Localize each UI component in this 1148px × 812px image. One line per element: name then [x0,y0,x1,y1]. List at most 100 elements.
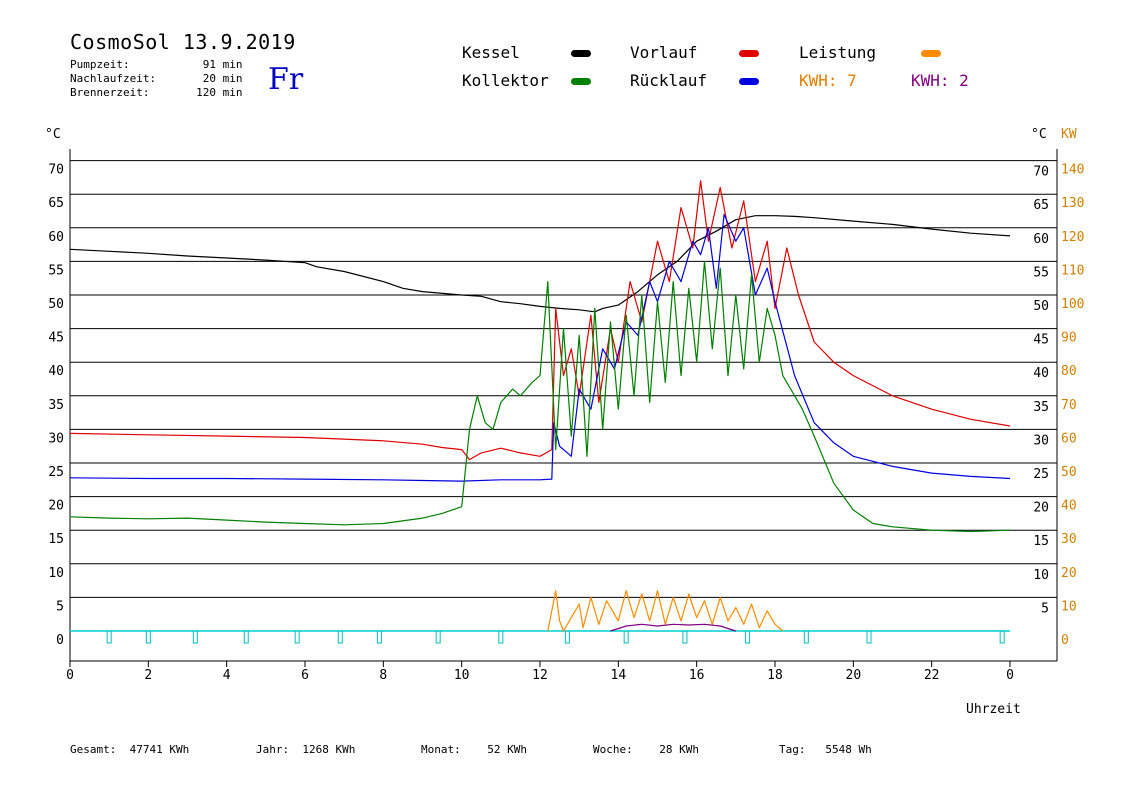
kw-tick-label: 120 [1061,230,1084,245]
kw-tick-label: 20 [1061,566,1077,581]
kw-tick-label: 60 [1061,431,1077,446]
total-woche: Woche: 28 KWh [593,743,699,756]
pump-marker [623,630,629,644]
y-right-tick-label: 50 [1033,299,1049,314]
y-right-tick-label: 40 [1033,366,1049,381]
pump-marker [564,630,570,644]
pump-marker [337,630,343,644]
right-axis-unit-c: °C [1031,127,1047,142]
legend-vorlauf-swatch [739,50,759,57]
legend-kollektor-swatch [571,78,591,85]
info-brennerzeit: Brennerzeit: 120 min [70,86,243,99]
total-tag: Tag: 5548 Wh [779,743,872,756]
x-tick-label: 0 [1006,668,1014,683]
y-right-tick-label: 5 [1041,601,1049,616]
y-right-tick-label: 20 [1033,501,1049,516]
pump-marker [803,630,809,644]
x-tick-label: 4 [223,668,231,683]
y-tick-label: 25 [48,465,64,480]
x-tick-label: 2 [144,668,152,683]
x-tick-label: 6 [301,668,309,683]
kw-tick-label: 10 [1061,599,1077,614]
pump-marker [498,630,504,644]
x-tick-label: 12 [532,668,548,683]
y-right-tick-label: 55 [1033,265,1049,280]
y-tick-label: 65 [48,196,64,211]
pump-marker [106,630,112,644]
pump-marker [192,630,198,644]
legend-ruecklauf-label: Rücklauf [630,71,708,90]
y-tick-label: 70 [48,163,64,178]
legend-kwh-other: KWH: 2 [911,71,969,90]
series-line-kessel [69,215,1011,313]
legend-ruecklauf-swatch [739,78,759,85]
y-tick-label: 55 [48,263,64,278]
kw-tick-label: 110 [1061,263,1084,278]
pump-marker [294,630,300,644]
info-pumpzeit: Pumpzeit: 91 min [70,58,243,71]
x-axis-label: Uhrzeit [966,702,1021,717]
kw-tick-label: 100 [1061,297,1084,312]
legend-leistung-swatch [921,50,941,57]
info-nachlaufzeit: Nachlaufzeit: 20 min [70,72,243,85]
pump-marker [999,630,1005,644]
x-tick-label: 8 [379,668,387,683]
total-gesamt: Gesamt: 47741 KWh [70,743,190,756]
series-line-kollektor [69,260,1011,533]
y-tick-label: 45 [48,331,64,346]
kw-tick-label: 30 [1061,532,1077,547]
y-tick-label: 30 [48,431,64,446]
kw-tick-label: 90 [1061,331,1077,346]
total-monat: Monat: 52 KWh [421,743,527,756]
x-tick-label: 16 [689,668,705,683]
legend-leistung-label: Leistung [799,43,877,62]
legend-kessel-swatch [571,50,591,57]
y-right-tick-label: 35 [1033,400,1049,415]
y-right-tick-label: 15 [1033,534,1049,549]
kw-tick-label: 130 [1061,196,1084,211]
pump-marker [682,630,688,644]
kw-tick-label: 140 [1061,163,1084,178]
left-axis-unit: °C [45,127,61,142]
x-tick-label: 18 [767,668,783,683]
x-tick-label: 10 [454,668,470,683]
total-jahr: Jahr: 1268 KWh [256,743,356,756]
legend-kwh-solar: KWH: 7 [799,71,857,90]
y-right-tick-label: 60 [1033,232,1049,247]
y-tick-label: 15 [48,532,64,547]
y-tick-label: 50 [48,297,64,312]
y-tick-label: 40 [48,364,64,379]
kw-tick-label: 80 [1061,364,1077,379]
kw-tick-label: 40 [1061,499,1077,514]
y-tick-label: 5 [56,599,64,614]
series-line-vorlauf [69,180,1011,461]
pump-marker [376,630,382,644]
y-tick-label: 20 [48,499,64,514]
y-tick-label: 60 [48,230,64,245]
kw-tick-label: 50 [1061,465,1077,480]
y-right-tick-label: 45 [1033,333,1049,348]
pump-marker [866,630,872,644]
y-tick-label: 35 [48,398,64,413]
y-tick-label: 10 [48,566,64,581]
chart-title: CosmoSol 13.9.2019 [70,30,296,54]
pump-marker [145,630,151,644]
pump-marker [243,630,249,644]
kw-tick-label: 70 [1061,398,1077,413]
y-right-tick-label: 30 [1033,433,1049,448]
x-tick-label: 14 [611,668,627,683]
pump-marker [745,630,751,644]
y-right-tick-label: 65 [1033,198,1049,213]
weekday-label: Fr [268,62,304,97]
series-line-kwh-2 [610,623,736,632]
y-tick-label: 0 [56,633,64,648]
pump-marker [435,630,441,644]
series-line-leistung [547,590,784,632]
kw-tick-label: 0 [1061,633,1069,648]
x-tick-label: 0 [66,668,74,683]
right-axis-unit-kw: KW [1061,127,1077,142]
x-tick-label: 20 [846,668,862,683]
y-right-tick-label: 25 [1033,467,1049,482]
legend-kollektor-label: Kollektor [462,71,549,90]
